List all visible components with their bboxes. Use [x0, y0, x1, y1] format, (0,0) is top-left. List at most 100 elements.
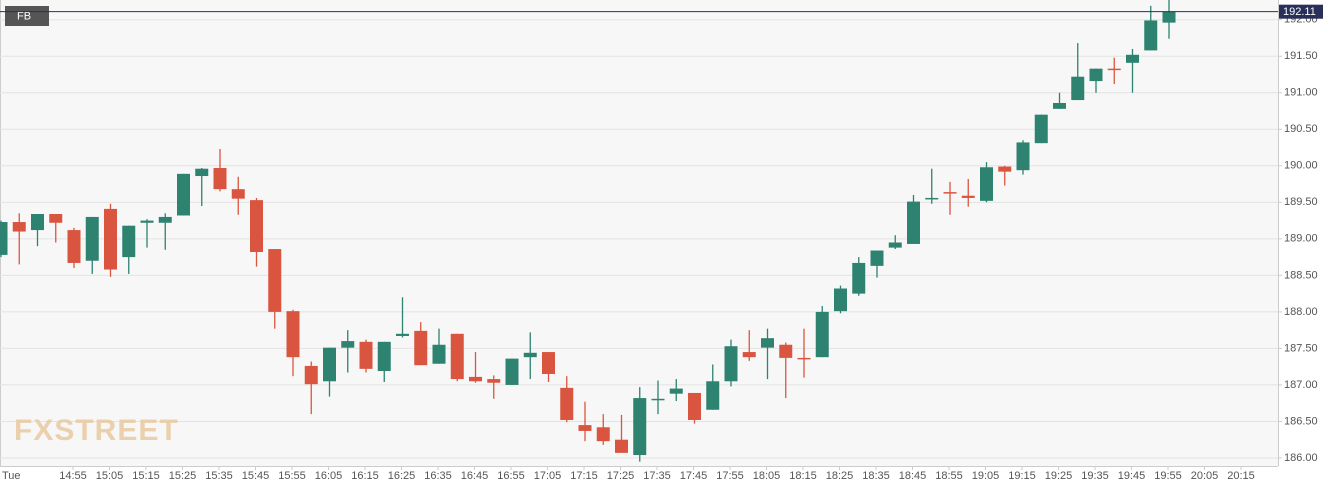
candle-body: [888, 242, 902, 248]
watermark: FXSTREET: [14, 414, 179, 447]
candle-body: [1034, 114, 1048, 144]
candle-body: [359, 341, 373, 369]
candle-body: [943, 192, 957, 194]
candle-body: [505, 358, 519, 385]
candle-body: [560, 387, 574, 420]
candle-body: [67, 230, 81, 263]
x-tick-label: 17:35: [643, 470, 671, 482]
candle-body: [31, 214, 44, 231]
candle-body: [1089, 68, 1103, 82]
candle-body: [596, 427, 610, 442]
x-tick-label: 16:55: [497, 470, 525, 482]
candle-body: [688, 392, 701, 420]
y-tick-label: 189.00: [1284, 233, 1318, 245]
last-price-label: 192.11: [1283, 6, 1316, 18]
x-tick-label: 18:35: [862, 470, 890, 482]
candle-body: [907, 201, 920, 244]
x-tick-label: 19:15: [1008, 470, 1036, 482]
candle-body: [724, 346, 738, 382]
x-tick-label: 20:05: [1191, 470, 1219, 482]
candle-body: [761, 338, 774, 348]
candle-body: [469, 376, 482, 382]
x-tick-label: 20:15: [1227, 470, 1255, 482]
candle-body: [998, 166, 1012, 172]
candle-body: [286, 311, 300, 358]
candle-body: [1016, 142, 1030, 171]
candle-body: [432, 344, 446, 364]
candle-body: [1144, 20, 1158, 51]
candle-body: [1126, 54, 1139, 63]
candle-body: [250, 200, 263, 252]
x-tick-label: 18:25: [826, 470, 854, 482]
last-price-box: [1279, 4, 1323, 19]
y-tick-label: 189.50: [1284, 196, 1318, 208]
candle-body: [49, 214, 63, 223]
candle-body: [1071, 76, 1085, 101]
candle-body: [925, 197, 939, 200]
candle-body: [323, 347, 336, 382]
x-tick-label: 18:45: [899, 470, 927, 482]
candle-body: [195, 168, 209, 177]
candle-body: [268, 249, 282, 312]
x-tick-label: Tue: [2, 470, 21, 482]
x-tick-label: 17:45: [680, 470, 708, 482]
candle-body: [122, 225, 136, 258]
candle-body: [12, 222, 26, 232]
candle-body: [487, 379, 501, 383]
candle-body: [797, 357, 811, 360]
candles: [0, 0, 1176, 462]
candle-body: [450, 333, 464, 380]
x-tick-label: 15:45: [242, 470, 270, 482]
candle-body: [651, 398, 665, 401]
candle-body: [578, 425, 592, 431]
y-tick-label: 191.50: [1284, 50, 1318, 62]
candle-body: [852, 262, 866, 294]
x-tick-label: 17:25: [607, 470, 635, 482]
x-tick-label: 18:15: [789, 470, 817, 482]
x-tick-label: 17:55: [716, 470, 744, 482]
candle-body: [523, 352, 537, 358]
candle-body: [177, 173, 190, 216]
x-tick-label: 19:35: [1081, 470, 1109, 482]
x-tick-label: 16:35: [424, 470, 452, 482]
candle-body: [815, 311, 829, 358]
candle-body: [377, 341, 391, 372]
y-tick-label: 186.50: [1284, 415, 1318, 427]
candle-body: [870, 250, 884, 266]
x-tick-label: 19:25: [1045, 470, 1073, 482]
candle-body: [414, 330, 428, 366]
x-tick-label: 14:55: [59, 470, 87, 482]
x-tick-label: 17:05: [534, 470, 562, 482]
x-tick-label: 18:55: [935, 470, 963, 482]
x-tick-label: 16:05: [315, 470, 343, 482]
x-tick-label: 16:45: [461, 470, 489, 482]
x-tick-label: 16:25: [388, 470, 416, 482]
y-tick-label: 187.00: [1284, 379, 1318, 391]
candle-body: [1162, 11, 1176, 23]
candle-body: [304, 365, 318, 385]
candle-body: [1107, 68, 1121, 71]
candle-body: [140, 220, 154, 223]
x-tick-label: 15:55: [278, 470, 306, 482]
candle-body: [980, 167, 993, 201]
candle-body: [85, 216, 99, 261]
x-tick-label: 15:35: [205, 470, 233, 482]
x-tick-label: 19:05: [972, 470, 1000, 482]
candle-body: [158, 216, 172, 223]
y-tick-label: 191.00: [1284, 87, 1318, 99]
x-tick-label: 16:15: [351, 470, 379, 482]
x-tick-label: 19:45: [1118, 470, 1146, 482]
x-tick-label: 15:05: [96, 470, 124, 482]
plot-area: [0, 0, 1278, 466]
candle-body: [633, 398, 647, 456]
symbol-label: FB: [17, 10, 31, 22]
candle-body: [742, 352, 756, 358]
candle-body: [615, 439, 628, 453]
y-tick-label: 190.00: [1284, 160, 1318, 172]
candle-body: [0, 222, 8, 255]
candle-body: [961, 195, 975, 198]
y-tick-label: 187.50: [1284, 342, 1318, 354]
candle-body: [231, 189, 245, 199]
y-tick-label: 188.50: [1284, 269, 1318, 281]
